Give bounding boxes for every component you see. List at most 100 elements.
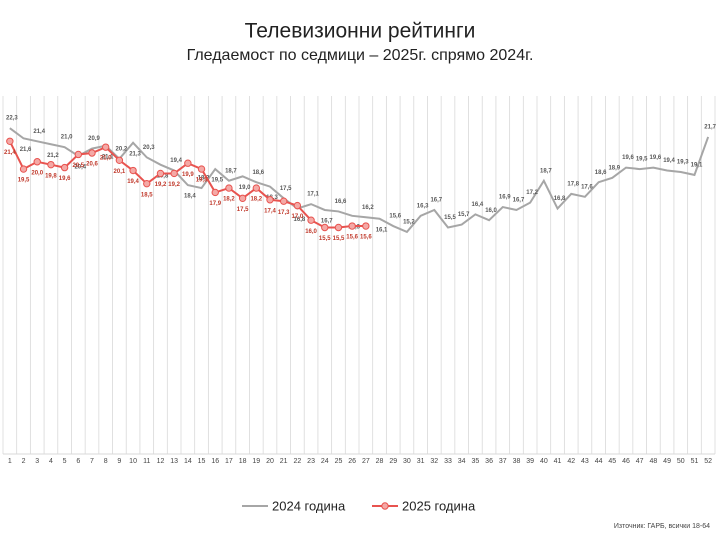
x-tick-label: 42: [567, 458, 575, 465]
x-tick-label: 16: [211, 458, 219, 465]
data-label: 21,0: [61, 135, 73, 141]
data-label: 19,5: [211, 178, 223, 184]
x-tick-label: 45: [608, 458, 616, 465]
data-label: 17,0: [292, 214, 304, 220]
x-tick-label: 27: [362, 458, 370, 465]
x-tick-label: 19: [252, 458, 260, 465]
data-label: 21,6: [20, 147, 32, 153]
data-label: 17,8: [567, 181, 579, 187]
point-marker: [348, 222, 356, 230]
data-label: 16,6: [335, 199, 347, 205]
legend-label: 2025 година: [402, 498, 476, 513]
data-label: 15,6: [360, 235, 372, 241]
x-tick-label: 18: [239, 458, 247, 465]
x-tick-label: 41: [554, 458, 562, 465]
data-label: 19,0: [239, 185, 251, 191]
data-label: 19,2: [168, 182, 180, 188]
point-marker: [197, 165, 206, 173]
point-marker: [307, 216, 315, 224]
point-marker: [143, 179, 151, 188]
data-label: 16,7: [321, 219, 333, 225]
x-tick-label: 28: [376, 458, 384, 465]
data-label: 15,7: [458, 212, 470, 218]
point-marker: [211, 188, 219, 197]
point-marker: [19, 165, 28, 173]
x-tick-label: 38: [513, 458, 521, 465]
data-label: 17,3: [278, 210, 290, 216]
data-label: 16,1: [376, 227, 388, 233]
data-label: 16,0: [485, 208, 497, 214]
data-label: 18,4: [184, 194, 196, 200]
data-label: 17,5: [280, 186, 292, 192]
data-label: 19,4: [127, 179, 139, 185]
point-marker: [252, 184, 261, 192]
data-label: 18,2: [198, 176, 210, 182]
data-label: 16,2: [362, 205, 374, 211]
x-tick-label: 8: [104, 458, 108, 465]
data-label: 15,5: [444, 215, 456, 221]
data-label: 15,6: [346, 235, 358, 241]
data-label: 20,0: [31, 170, 43, 176]
x-tick-label: 2: [22, 458, 26, 465]
data-label: 17,9: [209, 201, 221, 207]
x-tick-label: 29: [389, 458, 397, 465]
data-label: 17,6: [581, 184, 593, 190]
point-marker: [33, 158, 41, 166]
x-tick-label: 36: [485, 458, 493, 465]
data-label: 18,6: [595, 170, 607, 176]
point-marker: [238, 194, 247, 202]
point-marker: [47, 160, 55, 169]
x-tick-label: 40: [540, 458, 548, 465]
data-label: 19,6: [622, 155, 634, 161]
x-tick-label: 47: [636, 458, 644, 465]
data-label: 18,7: [540, 168, 552, 174]
data-label: 18,5: [141, 192, 153, 198]
data-label: 19,8: [45, 173, 57, 179]
data-label: 20,3: [143, 145, 155, 151]
data-label: 16,0: [305, 229, 317, 235]
data-label: 19,9: [182, 172, 194, 178]
data-label: 18,2: [223, 197, 235, 203]
data-label: 16,7: [430, 198, 442, 204]
x-tick-label: 3: [35, 458, 39, 465]
x-tick-label: 17: [225, 458, 233, 465]
data-label: 21,0: [100, 156, 112, 162]
data-label: 19,5: [196, 178, 208, 184]
data-label: 21,4: [33, 129, 45, 135]
data-label: 20,2: [116, 146, 128, 152]
x-tick-label: 52: [704, 458, 712, 465]
x-tick-label: 35: [471, 458, 479, 465]
data-label: 19,2: [155, 182, 167, 188]
point-marker: [129, 166, 137, 175]
x-tick-label: 10: [129, 458, 137, 465]
x-tick-label: 50: [677, 458, 685, 465]
data-label: 19,3: [677, 160, 689, 166]
data-label: 16,8: [554, 196, 566, 202]
x-tick-label: 37: [499, 458, 507, 465]
data-label: 21,7: [704, 124, 716, 130]
x-tick-label: 9: [117, 458, 121, 465]
data-label: 16,8: [294, 217, 306, 223]
point-marker: [293, 201, 302, 210]
data-label: 17,4: [264, 208, 276, 214]
x-tick-label: 13: [170, 458, 178, 465]
data-label: 20,1: [114, 169, 126, 175]
x-tick-label: 6: [76, 458, 80, 465]
data-label: 18,9: [608, 165, 620, 171]
x-tick-label: 20: [266, 458, 274, 465]
x-tick-label: 22: [293, 458, 301, 465]
x-tick-label: 39: [526, 458, 534, 465]
point-marker: [334, 223, 343, 232]
data-label: 19,4: [170, 158, 182, 164]
x-tick-label: 4: [49, 458, 53, 465]
x-tick-label: 31: [417, 458, 425, 465]
x-tick-label: 21: [280, 458, 288, 465]
data-label: 19,6: [59, 176, 71, 182]
data-label: 17,2: [526, 190, 538, 196]
x-tick-label: 32: [430, 458, 438, 465]
x-tick-label: 11: [143, 458, 150, 465]
data-label: 18,6: [252, 170, 264, 176]
x-tick-label: 30: [403, 458, 411, 465]
chart-subtitle: Гледаемост по седмици – 2025г. спрямо 20…: [187, 47, 534, 64]
